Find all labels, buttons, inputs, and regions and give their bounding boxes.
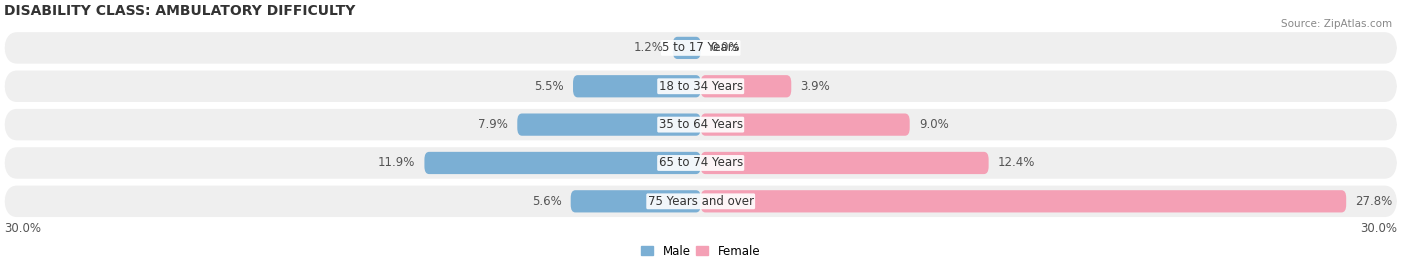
FancyBboxPatch shape <box>4 186 1398 217</box>
Text: 5.5%: 5.5% <box>534 80 564 93</box>
Text: DISABILITY CLASS: AMBULATORY DIFFICULTY: DISABILITY CLASS: AMBULATORY DIFFICULTY <box>4 4 356 18</box>
FancyBboxPatch shape <box>700 113 910 136</box>
FancyBboxPatch shape <box>700 190 1346 213</box>
Text: 3.9%: 3.9% <box>800 80 831 93</box>
FancyBboxPatch shape <box>517 113 700 136</box>
FancyBboxPatch shape <box>4 109 1398 140</box>
FancyBboxPatch shape <box>4 70 1398 102</box>
Text: 5.6%: 5.6% <box>531 195 561 208</box>
Text: 35 to 64 Years: 35 to 64 Years <box>658 118 742 131</box>
FancyBboxPatch shape <box>574 75 700 97</box>
Text: 75 Years and over: 75 Years and over <box>648 195 754 208</box>
Text: 12.4%: 12.4% <box>998 157 1035 169</box>
FancyBboxPatch shape <box>700 152 988 174</box>
FancyBboxPatch shape <box>673 37 700 59</box>
Legend: Male, Female: Male, Female <box>637 240 765 262</box>
FancyBboxPatch shape <box>4 147 1398 179</box>
FancyBboxPatch shape <box>4 32 1398 64</box>
FancyBboxPatch shape <box>425 152 700 174</box>
Text: 27.8%: 27.8% <box>1355 195 1393 208</box>
Text: 18 to 34 Years: 18 to 34 Years <box>658 80 742 93</box>
Text: 5 to 17 Years: 5 to 17 Years <box>662 41 740 54</box>
FancyBboxPatch shape <box>700 75 792 97</box>
Text: 11.9%: 11.9% <box>378 157 415 169</box>
FancyBboxPatch shape <box>571 190 700 213</box>
Text: 65 to 74 Years: 65 to 74 Years <box>658 157 742 169</box>
Text: Source: ZipAtlas.com: Source: ZipAtlas.com <box>1281 19 1392 29</box>
Text: 7.9%: 7.9% <box>478 118 508 131</box>
Text: 30.0%: 30.0% <box>1360 222 1398 235</box>
Text: 9.0%: 9.0% <box>920 118 949 131</box>
Text: 1.2%: 1.2% <box>634 41 664 54</box>
Text: 0.0%: 0.0% <box>710 41 740 54</box>
Text: 30.0%: 30.0% <box>4 222 41 235</box>
